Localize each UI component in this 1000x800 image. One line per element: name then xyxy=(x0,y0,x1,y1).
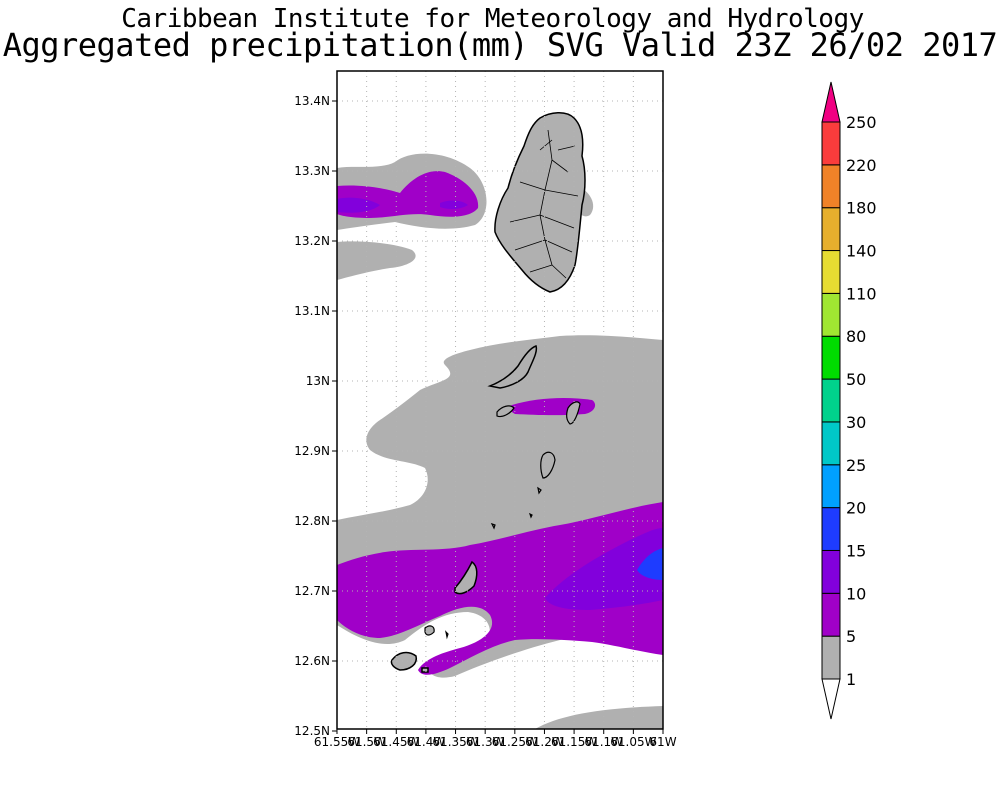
lon-tick-label: 61W xyxy=(649,735,676,749)
title-product: Aggregated precipitation(mm) SVG Valid 2… xyxy=(2,26,998,64)
precip-10-15-north-core xyxy=(337,197,380,213)
island-saint-vincent xyxy=(494,112,586,293)
colorbar-low-triangle xyxy=(821,678,841,720)
lat-tick-label: 13.1N xyxy=(294,304,330,318)
colorbar-label: 140 xyxy=(846,242,877,261)
colorbar-segment xyxy=(821,464,841,509)
lat-tick-label: 13.2N xyxy=(294,234,330,248)
colorbar-segment xyxy=(821,207,841,252)
lon-tick-label: 61.35W xyxy=(432,735,478,749)
lon-tick-label: 61.4W xyxy=(407,735,446,749)
lon-tick-label: 61.55W xyxy=(314,735,360,749)
colorbar-segment xyxy=(821,164,841,209)
colorbar-label: 250 xyxy=(846,113,877,132)
colorbar-segment xyxy=(821,421,841,466)
lat-tick-label: 12.8N xyxy=(294,514,330,528)
map-frame xyxy=(336,70,664,730)
precip-10-15-north-core2 xyxy=(440,200,468,210)
island-union xyxy=(490,486,542,530)
lon-tick-label: 61.2W xyxy=(525,735,564,749)
colorbar-label: 1 xyxy=(846,670,856,689)
island-bequia xyxy=(487,345,538,389)
island-petite-martinique xyxy=(424,625,449,640)
island-ronde xyxy=(390,651,429,673)
latitude-axis: 13.4N 13.3N 13.2N 13.1N 13N 12.9N 12.8N 12.7N 12… xyxy=(294,94,337,738)
colorbar-high-triangle xyxy=(821,81,841,123)
precip-5-10-south-band xyxy=(337,502,663,675)
colorbar-label: 15 xyxy=(846,541,866,560)
lat-tick-label: 13.4N xyxy=(294,94,330,108)
island-carriacou xyxy=(454,560,478,595)
colorbar-label: 110 xyxy=(846,284,877,303)
precip-15-20-east-core xyxy=(637,548,663,580)
colorbar-segment xyxy=(821,592,841,637)
lon-tick-label: 61.5W xyxy=(347,735,386,749)
lat-tick-label: 12.5N xyxy=(294,724,330,738)
colorbar-segment xyxy=(821,250,841,294)
precip-field xyxy=(337,71,663,729)
colorbar-segment xyxy=(821,121,841,166)
colorbar-segment xyxy=(821,635,841,680)
colorbar-label: 80 xyxy=(846,327,866,346)
colorbar-segment xyxy=(821,549,841,594)
lon-tick-label: 61.3W xyxy=(466,735,505,749)
colorbar-label: 30 xyxy=(846,413,866,432)
colorbar-segment xyxy=(821,378,841,423)
lat-tick-label: 12.6N xyxy=(294,654,330,668)
lat-tick-label: 12.9N xyxy=(294,444,330,458)
title-institute: Caribbean Institute for Meteorology and … xyxy=(121,4,864,34)
precip-10-15-east-core xyxy=(545,528,663,610)
colorbar-segment xyxy=(821,335,841,380)
colorbar-label: 220 xyxy=(846,156,877,175)
colorbar-label: 180 xyxy=(846,199,877,218)
colorbar-label: 50 xyxy=(846,370,866,389)
colorbar-label: 10 xyxy=(846,584,866,603)
colorbar-segment xyxy=(821,292,841,337)
island-mustique xyxy=(496,405,515,418)
lat-tick-label: 12.7N xyxy=(294,584,330,598)
colorbar-segment xyxy=(821,507,841,551)
colorbar-label: 25 xyxy=(846,456,866,475)
lon-tick-label: 61.15W xyxy=(551,735,597,749)
colorbar-label: 20 xyxy=(846,499,866,518)
lon-tick-label: 61.05W xyxy=(610,735,656,749)
lat-tick-label: 13.3N xyxy=(294,164,330,178)
island-saint-vincent-ridges xyxy=(509,129,579,279)
lon-tick-label: 61.1W xyxy=(584,735,623,749)
lat-tick-label: 13N xyxy=(306,374,330,388)
longitude-axis: 61.55W61.5W61.45W61.4W61.35W61.3W61.25W6… xyxy=(314,729,677,749)
colorbar-label: 5 xyxy=(846,627,856,646)
lon-tick-label: 61.25W xyxy=(492,735,538,749)
island-canouan xyxy=(566,401,581,425)
lon-tick-label: 61.45W xyxy=(373,735,419,749)
